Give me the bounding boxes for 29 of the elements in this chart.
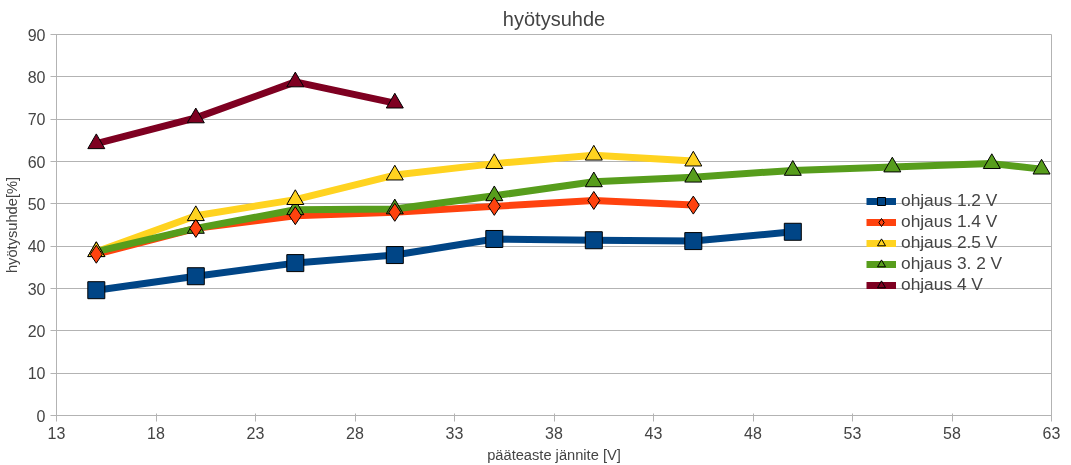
legend-label: ohjaus 1.4 V [901,211,998,232]
chart-title: hyötysuhde [502,7,606,30]
legend-label: ohjaus 3. 2 V [901,253,1003,274]
y-tick-label: 50 [27,195,46,213]
y-tick-label: 30 [27,280,46,298]
legend-label: ohjaus 2.5 V [901,232,998,253]
x-tick-label: 53 [843,424,862,442]
y-tick-label: 0 [36,407,46,425]
x-tick-label: 13 [47,424,66,442]
x-axis-title: pääteaste jännite [V] [487,446,621,463]
x-tick-label: 48 [744,424,762,442]
y-tick-label: 60 [27,153,46,171]
x-tick-label: 28 [346,424,364,442]
y-axis-title: hyötysuhde[%] [3,176,20,274]
x-tick-label: 33 [445,424,464,442]
y-tick-label: 70 [27,111,46,129]
y-tick-label: 10 [27,365,46,383]
x-tick-label: 18 [147,424,165,442]
legend-label: ohjaus 1.2 V [901,190,998,211]
y-tick-label: 90 [27,26,46,44]
x-tick-label: 63 [1042,424,1061,442]
x-tick-label: 23 [246,424,265,442]
x-tick-label: 38 [545,424,563,442]
y-tick-label: 40 [27,238,46,256]
x-tick-label: 58 [943,424,961,442]
legend-label: ohjaus 4 V [901,274,983,295]
x-tick-label: 43 [644,424,663,442]
y-tick-label: 20 [27,322,46,340]
y-tick-label: 80 [27,68,46,86]
